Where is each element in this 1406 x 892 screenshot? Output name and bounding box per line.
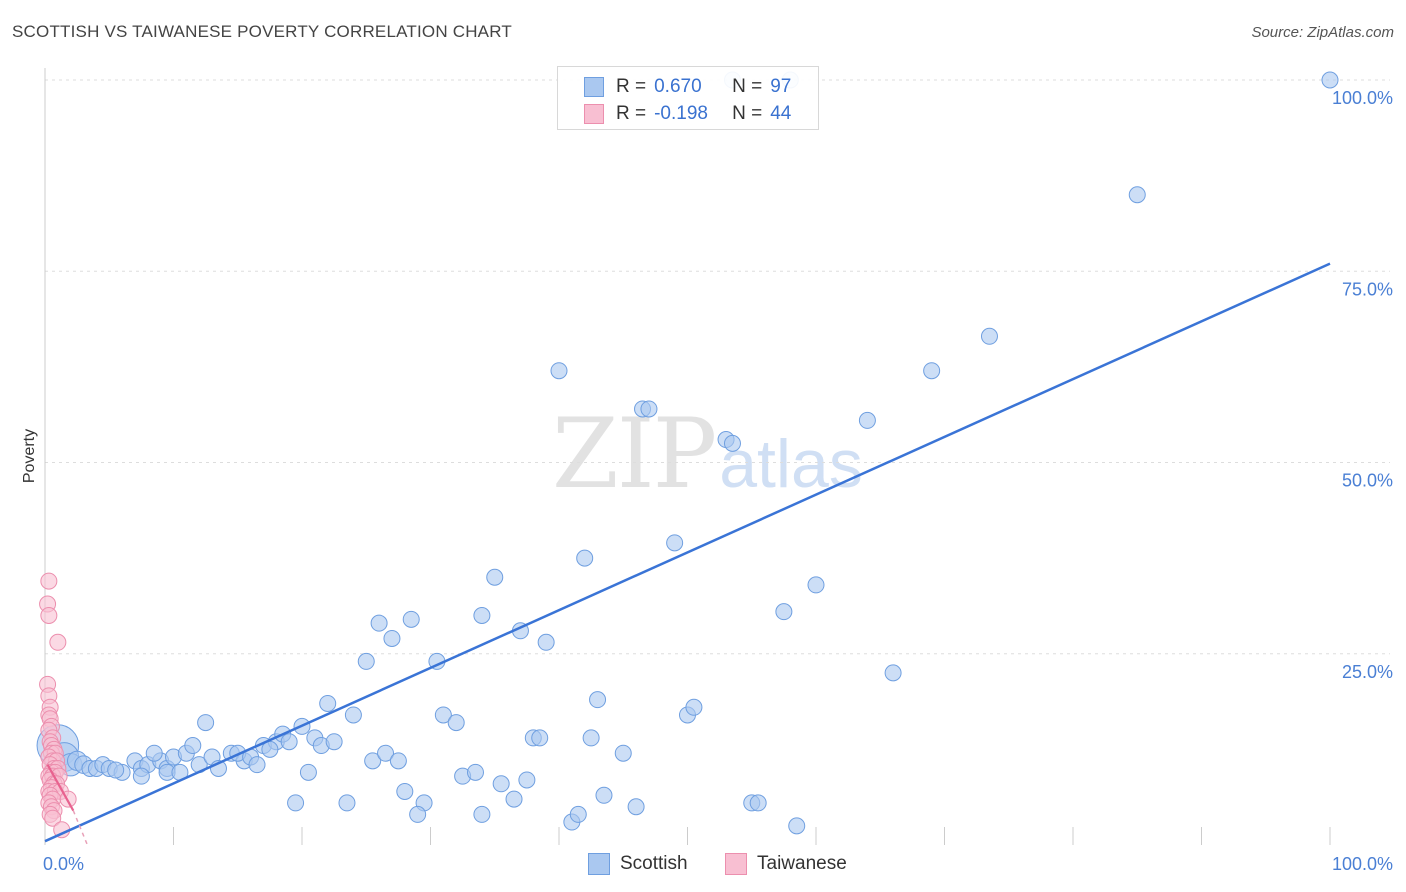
scottish-point [473,607,491,624]
scottish-point [344,706,362,724]
legend-row-scottish: R = 0.670 N = 97 [584,75,791,99]
taiwanese-point [49,633,67,651]
scottish-point [582,729,600,747]
y-axis-label: Poverty [21,429,38,483]
scottish-point [319,694,337,712]
scottish-point [389,752,407,770]
scottish-point [627,798,645,816]
taiwanese-point [44,809,62,827]
scottish-point [248,756,266,774]
legend-row-taiwanese: R = -0.198 N = 44 [584,102,791,126]
legend-n-label: N = [732,76,763,97]
scottish-point [775,603,793,621]
chart-title: SCOTTISH VS TAIWANESE POVERTY CORRELATIO… [12,22,512,41]
scottish-point [923,362,941,380]
y-tick-label: 25.0% [1342,662,1393,682]
x-tick-label: 0.0% [43,854,84,874]
bottom-legend-scottish: Scottish [588,851,688,877]
legend-r-label: R = [616,103,647,124]
taiwanese-point [40,572,58,590]
scottish-point [338,794,356,812]
scottish-point [749,794,767,812]
axis-layer [44,68,1331,845]
scottish-point [576,549,594,567]
legend-swatch-taiwanese [584,104,604,124]
scottish-point [723,434,741,452]
legend-swatch-scottish [584,77,604,97]
scottish-point [486,568,504,586]
scottish-point [685,698,703,716]
taiwanese-trend-extension [72,810,89,846]
scottish-point [550,362,568,380]
scottish-point [640,400,658,418]
scottish-point [396,782,414,800]
scottish-point [299,763,317,781]
scottish-point [409,805,427,823]
scottish-point [402,610,420,628]
trend-layer [44,262,1331,846]
scottish-point [287,794,305,812]
scottish-point [595,786,613,804]
scottish-point [884,664,902,682]
legend-r-value: 0.670 [654,76,702,97]
scottish-point [447,714,465,732]
scottish-point [325,733,343,751]
scottish-point [858,411,876,429]
scottish-point [666,534,684,552]
bottom-legend-swatch-taiwanese [725,853,747,875]
label-layer: 25.0% 50.0% 75.0% 100.0% 0.0% 100.0% [43,88,1393,874]
scottish-point [1128,186,1146,204]
scottish-point [184,737,202,755]
scottish-trend-line [44,262,1331,843]
bottom-legend-label-scottish: Scottish [620,853,688,874]
scottish-point [505,790,523,808]
scottish-point [466,763,484,781]
bottom-legend-taiwanese: Taiwanese [725,851,847,877]
legend-n-label: N = [732,103,763,124]
scottish-point [107,761,125,779]
x-tick-label: 100.0% [1332,854,1393,874]
scottish-point [518,771,536,789]
scottish-point [357,652,375,670]
scottish-point [280,733,298,751]
y-tick-label: 50.0% [1342,471,1393,491]
scottish-point [807,576,825,594]
scottish-point [537,633,555,651]
scottish-point [132,767,150,785]
scottish-point [614,744,632,762]
scottish-point [370,614,388,632]
source-label: Source: ZipAtlas.com [1251,24,1394,41]
legend-n-value: 97 [770,76,792,97]
grid-layer [45,79,1390,655]
scottish-point [589,691,607,709]
scottish-point [434,706,452,724]
scottish-point [531,729,549,747]
correlation-legend: R = 0.670 N = 97 R = -0.198 N = 44 [557,66,819,130]
scottish-point [980,327,998,345]
point-layer [36,71,1339,839]
scottish-point [377,744,395,762]
scottish-point [145,744,163,762]
bottom-legend-swatch-scottish [588,853,610,875]
scottish-point [383,629,401,647]
scottish-point [1321,71,1339,89]
taiwanese-point [40,607,58,624]
legend-r-label: R = [616,76,647,97]
scottish-point [788,817,806,835]
bottom-legend-label-taiwanese: Taiwanese [757,853,847,874]
y-tick-label: 75.0% [1342,279,1393,299]
scottish-point [197,714,215,732]
scottish-point [364,752,382,770]
legend-r-value: -0.198 [654,103,708,124]
scottish-point [492,775,510,793]
scottish-point [473,805,491,823]
scottish-point [569,805,587,823]
legend-n-value: 44 [770,103,792,124]
y-tick-label: 100.0% [1332,88,1393,108]
taiwanese-trend-line [46,764,75,812]
